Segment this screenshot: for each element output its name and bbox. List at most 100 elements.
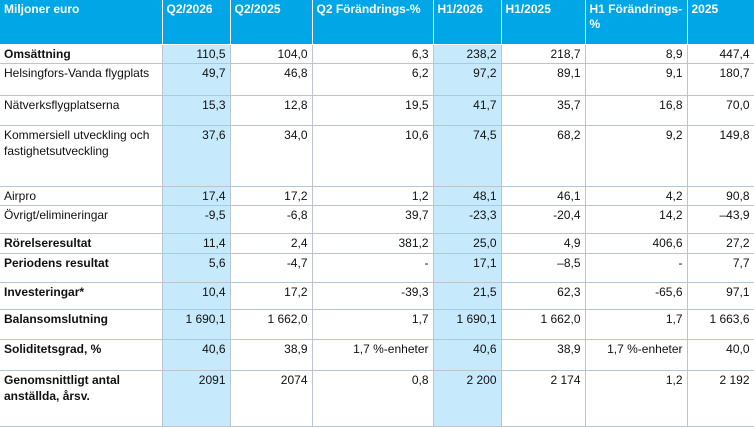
cell-h1-2026: 41,7 xyxy=(433,95,502,126)
cell-q2-change: 6,2 xyxy=(312,63,434,96)
cell-year-2025: 1 663,6 xyxy=(687,309,754,340)
cell-q2-2026: 40,6 xyxy=(162,339,231,371)
cell-q2-change: -39,3 xyxy=(312,282,434,310)
cell-h1-2026: 21,5 xyxy=(433,282,502,310)
cell-q2-2025: 104,0 xyxy=(230,44,313,64)
cell-h1-2026: 74,5 xyxy=(433,125,502,187)
cell-q2-2025: 17,2 xyxy=(230,282,313,310)
cell-h1-2026: 2 200 xyxy=(433,370,502,427)
cell-h1-2026: 17,1 xyxy=(433,253,502,283)
row-label: Airpro xyxy=(0,186,163,206)
cell-h1-change: 16,8 xyxy=(585,95,688,126)
header-q2-2026: Q2/2026 xyxy=(162,0,231,45)
row-label: Kommersiell utveckling och fastighetsutv… xyxy=(0,125,163,187)
header-h1-change: H1 Förändrings-% xyxy=(585,0,688,45)
cell-h1-2025: 2 174 xyxy=(501,370,586,427)
table-row: Periodens resultat 5,6 -4,7-17,1 –8,5-7,7 xyxy=(0,253,754,283)
cell-year-2025: 149,8 xyxy=(687,125,754,187)
cell-q2-2025: -6,8 xyxy=(230,205,313,234)
cell-q2-change: 19,5 xyxy=(312,95,434,126)
cell-h1-2026: 40,6 xyxy=(433,339,502,371)
cell-h1-2025: 68,2 xyxy=(501,125,586,187)
header-label: Miljoner euro xyxy=(0,0,163,45)
cell-h1-2025: 89,1 xyxy=(501,63,586,96)
cell-q2-change: 381,2 xyxy=(312,233,434,254)
cell-q2-2025: 17,2 xyxy=(230,186,313,206)
cell-q2-2026: 15,3 xyxy=(162,95,231,126)
table-row: Omsättning 110,5 104,0 6,3 238,2 218,7 8,9 447,… xyxy=(0,44,754,64)
cell-q2-change: - xyxy=(312,253,434,283)
cell-q2-change: 1,7 xyxy=(312,309,434,340)
cell-q2-2026: 10,4 xyxy=(162,282,231,310)
table-row: Nätverksflygplatserna 15,3 12,8 19,5 41,7 35,… xyxy=(0,95,754,126)
cell-year-2025: 97,1 xyxy=(687,282,754,310)
cell-h1-change: 1,7 xyxy=(585,309,688,340)
cell-h1-change: 4,2 xyxy=(585,186,688,206)
cell-year-2025: 40,0 xyxy=(687,339,754,371)
cell-h1-2026: 48,1 xyxy=(433,186,502,206)
cell-h1-2025: 46,1 xyxy=(501,186,586,206)
table-row: Rörelseresultat 11,4 2,4 381,2 25,0 4,9 406,6 2… xyxy=(0,233,754,254)
row-label: Genomsnittligt antal anställda, årsv. xyxy=(0,370,163,427)
header-h1-2026: H1/2026 xyxy=(433,0,502,45)
cell-h1-2026: 1 690,1 xyxy=(433,309,502,340)
row-label: Helsingfors-Vanda flygplats xyxy=(0,63,163,96)
cell-year-2025: 447,4 xyxy=(687,44,754,64)
row-label: Periodens resultat xyxy=(0,253,163,283)
cell-h1-change: 8,9 xyxy=(585,44,688,64)
cell-h1-2026: 97,2 xyxy=(433,63,502,96)
row-label: Soliditetsgrad, % xyxy=(0,339,163,371)
table-row: Balansomslutning 1 690,1 1 662,0 1,7 1 690,1… xyxy=(0,309,754,340)
table-row: Kommersiell utveckling och fastighetsutv… xyxy=(0,125,754,187)
cell-h1-change: 406,6 xyxy=(585,233,688,254)
cell-h1-change: 9,1 xyxy=(585,63,688,96)
cell-q2-2025: 12,8 xyxy=(230,95,313,126)
cell-q2-2026: 37,6 xyxy=(162,125,231,187)
cell-q2-2025: 1 662,0 xyxy=(230,309,313,340)
row-label: Balansomslutning xyxy=(0,309,163,340)
header-2025: 2025 xyxy=(687,0,754,45)
cell-q2-2025: 2,4 xyxy=(230,233,313,254)
cell-h1-change: -65,6 xyxy=(585,282,688,310)
cell-h1-2025: –8,5 xyxy=(501,253,586,283)
cell-q2-change: 1,2 xyxy=(312,186,434,206)
table-row: Genomsnittligt antal anställda, årsv. 209… xyxy=(0,370,754,427)
cell-q2-change: 1,7 %-enheter xyxy=(312,339,434,371)
cell-h1-2025: -20,4 xyxy=(501,205,586,234)
cell-h1-change: 1,7 %-enheter xyxy=(585,339,688,371)
cell-h1-2026: 238,2 xyxy=(433,44,502,64)
header-row: Miljoner euro Q2/2026 Q2/2025 Q2 Förändr… xyxy=(0,0,754,45)
table-row: Airpro 17,4 17,2 1,2 48,1 46,1 4,2 90,8 xyxy=(0,186,754,206)
cell-year-2025: 90,8 xyxy=(687,186,754,206)
cell-year-2025: 2 192 xyxy=(687,370,754,427)
cell-q2-2025: 46,8 xyxy=(230,63,313,96)
cell-q2-change: 39,7 xyxy=(312,205,434,234)
table-row: Helsingfors-Vanda flygplats 49,7 46,8 6,2 97… xyxy=(0,63,754,96)
cell-q2-2026: 5,6 xyxy=(162,253,231,283)
cell-h1-2026: -23,3 xyxy=(433,205,502,234)
cell-q2-2025: -4,7 xyxy=(230,253,313,283)
cell-h1-2025: 4,9 xyxy=(501,233,586,254)
cell-q2-2026: 110,5 xyxy=(162,44,231,64)
cell-year-2025: –43,9 xyxy=(687,205,754,234)
cell-q2-change: 6,3 xyxy=(312,44,434,64)
row-label: Omsättning xyxy=(0,44,163,64)
row-label: Rörelseresultat xyxy=(0,233,163,254)
cell-q2-2025: 38,9 xyxy=(230,339,313,371)
cell-year-2025: 180,7 xyxy=(687,63,754,96)
cell-q2-2026: 11,4 xyxy=(162,233,231,254)
header-q2-change: Q2 Förändrings-% xyxy=(312,0,434,45)
row-label: Nätverksflygplatserna xyxy=(0,95,163,126)
row-label: Övrigt/elimineringar xyxy=(0,205,163,234)
row-label: Investeringar* xyxy=(0,282,163,310)
cell-year-2025: 70,0 xyxy=(687,95,754,126)
cell-h1-change: 14,2 xyxy=(585,205,688,234)
cell-h1-change: 1,2 xyxy=(585,370,688,427)
cell-q2-2026: 17,4 xyxy=(162,186,231,206)
table-row: Övrigt/elimineringar -9,5 -6,8 39,7 -23,3 -20… xyxy=(0,205,754,234)
table-row: Investeringar* 10,4 17,2 -39,3 21,5 62,3 -65,6… xyxy=(0,282,754,310)
table-row: Soliditetsgrad, % 40,6 38,9 1,7 %-enheter 40… xyxy=(0,339,754,371)
cell-h1-change: - xyxy=(585,253,688,283)
cell-q2-2025: 34,0 xyxy=(230,125,313,187)
